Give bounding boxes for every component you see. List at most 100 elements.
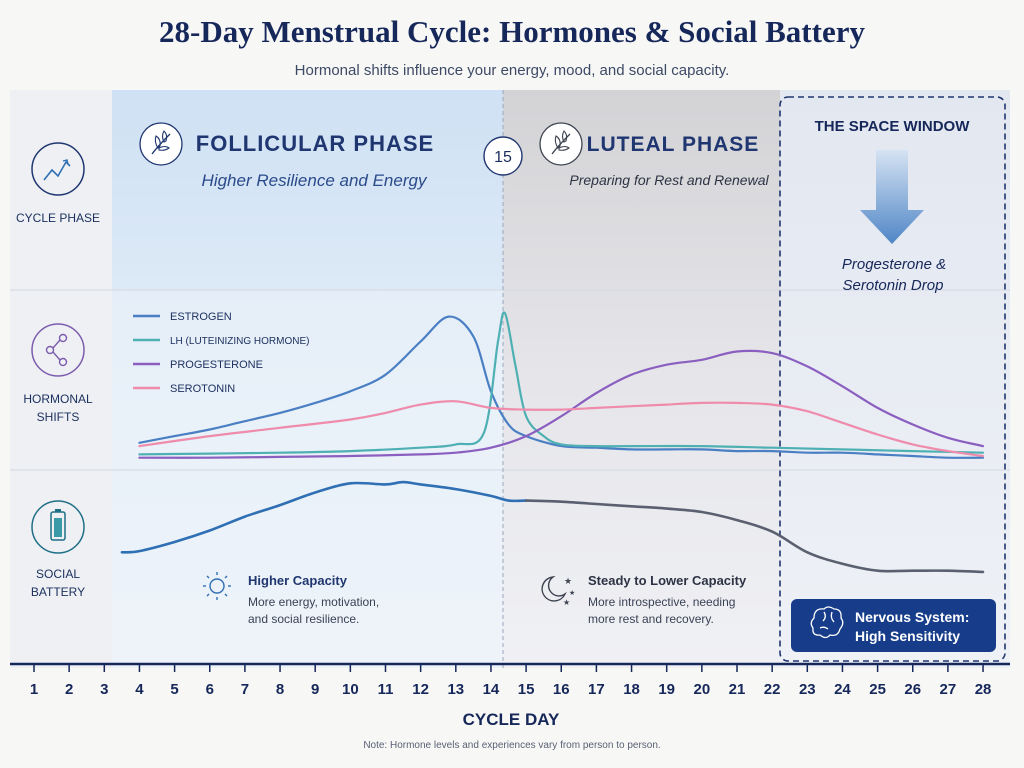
higher-capacity-title: Higher Capacity [248,573,348,588]
page-subtitle: Hormonal shifts influence your energy, m… [294,62,730,79]
row-label-social: SOCIAL [36,567,80,581]
x-tick-label: 7 [241,681,249,698]
x-tick-label: 15 [518,681,535,698]
x-tick-label: 3 [100,681,108,698]
row-label-battery: BATTERY [31,585,85,599]
x-axis-label: CYCLE DAY [463,710,560,729]
leaf-icon-leaf [154,135,161,149]
follicular-lower-tint [112,290,503,668]
series-line-serotonin [138,400,985,458]
row-label-column [10,90,112,668]
moon-icon [541,576,567,602]
x-tick-label: 26 [904,681,921,698]
luteal-subtitle: Preparing for Rest and Renewal [569,172,769,188]
trend-icon [31,142,85,196]
molecule-node [58,357,68,367]
x-tick-label: 11 [378,681,394,698]
x-tick-label: 28 [975,681,992,698]
ovulation-marker: 15 [483,136,523,176]
lower-capacity-note: ★ ★ ★ Steady to Lower Capacity More intr… [541,573,747,626]
x-tick-label: 2 [65,681,73,698]
star-glyph: ★ [563,598,570,607]
battery-icon-fill [54,518,62,537]
x-tick-label: 1 [30,681,38,698]
star-glyph: ★ [569,589,575,597]
higher-capacity-note: Higher Capacity More energy, motivation,… [203,572,379,626]
molecule-bond [52,339,61,349]
follicular-subtitle: Higher Resilience and Energy [202,171,428,190]
leaf-icon-stem [551,133,571,155]
x-tick-label: 27 [940,681,957,698]
higher-capacity-desc-line2: and social resilience. [248,612,359,626]
nervous-system-badge: Nervous System: High Sensitivity [791,599,996,652]
row-label-shifts: SHIFTS [37,410,80,424]
leaf-icon-stem [151,133,171,155]
brain-icon-folds [819,611,835,630]
x-tick-label: 18 [623,681,640,698]
x-axis-ticks: 1 2 3 4 5 6 7 8 9 10 11 12 13 14 15 16 17 18 19 20 21 22 23 24 2… [30,664,992,698]
leaf-icon-leaf [561,130,568,143]
legend-label: LH (LUTEINIZING HORMONE) [170,336,309,347]
brain-icon-outline [810,606,844,639]
row-label-cycle-phase: CYCLE PHASE [16,211,100,225]
social-battery-line-high [120,480,528,554]
leaf-icon-leaf [161,130,168,143]
leaf-icon-leaf [158,145,170,151]
sun-ray [206,575,210,579]
x-tick-label: 13 [447,681,464,698]
follicular-header: FOLLICULAR PHASE Higher Resilience and E… [139,122,434,190]
x-tick-label: 16 [553,681,570,698]
page-title: 28-Day Menstrual Cycle: Hormones & Socia… [159,14,865,49]
higher-capacity-desc-line1: More energy, motivation, [248,595,379,609]
lower-capacity-desc-line1: More introspective, needing [588,595,735,609]
nervous-system-badge-line1: Nervous System: [855,609,969,625]
legend-label: SEROTONIN [170,383,235,395]
battery-icon-cap [55,509,61,512]
molecule-node [58,333,68,343]
x-tick-label: 20 [694,681,711,698]
battery-icon [31,500,85,554]
x-tick-label: 12 [412,681,429,698]
sun-icon [203,572,231,600]
x-tick-label: 21 [729,681,746,698]
leaf-icon-leaf [558,145,570,151]
x-tick-label: 23 [799,681,816,698]
space-window-note-line1: Progesterone & [842,256,946,273]
sun-ray [224,593,228,597]
social-battery-line [120,480,985,574]
space-window-content: THE SPACE WINDOW Progesterone & Serotoni… [815,118,971,294]
series-line-lh [138,311,985,456]
x-tick-label: 22 [764,681,781,698]
x-tick-label: 17 [588,681,605,698]
space-window-note-line2: Serotonin Drop [843,277,944,294]
ovulation-day-label: 15 [494,149,512,166]
star-glyph: ★ [564,576,572,586]
legend-label: ESTROGEN [170,311,232,323]
moon-stars-icon: ★ ★ ★ [541,576,575,607]
hormonal-shifts-row-label: HORMONAL SHIFTS [23,323,93,424]
social-battery-line-low [524,499,985,574]
hormone-legend: ESTROGEN LH (LUTEINIZING HORMONE) PROGESTE… [133,311,309,395]
trend-icon-arrow [62,159,69,165]
x-tick-label: 9 [311,681,319,698]
molecule-icon [31,323,85,377]
follicular-title: FOLLICULAR PHASE [196,131,434,156]
down-arrow-icon [860,150,924,244]
x-tick-label: 4 [135,681,144,698]
lower-capacity-title: Steady to Lower Capacity [588,573,747,588]
x-tick-label: 24 [834,681,851,698]
brain-icon [810,606,844,639]
space-window-border [779,96,1006,662]
space-window-title: THE SPACE WINDOW [815,118,971,135]
x-tick-label: 5 [170,681,178,698]
molecule-node [45,345,55,355]
series-line-progesterone [138,349,985,459]
molecule-bond [52,351,61,361]
luteal-region [503,90,780,668]
hormone-lines [138,311,985,459]
sun-icon-core [209,578,225,594]
sun-ray [224,575,228,579]
ovulation-day-badge [483,136,523,176]
x-tick-label: 25 [869,681,886,698]
